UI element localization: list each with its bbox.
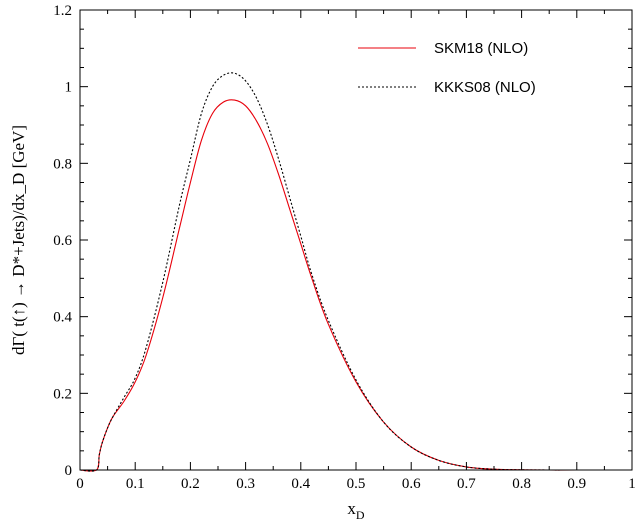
x-tick-label: 0.7: [457, 476, 476, 492]
y-tick-label: 1.2: [53, 3, 72, 19]
x-axis-label: xD: [347, 499, 365, 522]
legend-label-1: KKKS08 (NLO): [434, 79, 536, 96]
x-tick-label: 0.8: [512, 476, 531, 492]
plot-area: [79, 72, 632, 472]
x-tick-label: 0.5: [347, 476, 366, 492]
y-tick-label: 0.8: [53, 156, 72, 172]
y-tick-label: 0.6: [53, 233, 72, 249]
y-tick-label: 0.2: [53, 386, 72, 402]
y-tick-label: 0: [65, 463, 73, 479]
y-tick-label: 1: [65, 80, 73, 96]
x-tick-label: 0.2: [181, 476, 200, 492]
series-line-0: [79, 99, 632, 472]
x-tick-label: 0.4: [291, 476, 310, 492]
series-line-1: [79, 72, 632, 472]
x-tick-label: 0.1: [126, 476, 145, 492]
x-tick-label: 1: [628, 476, 636, 492]
legend: SKM18 (NLO) KKKS08 (NLO): [358, 40, 536, 96]
x-tick-label: 0.3: [236, 476, 255, 492]
x-tick-label: 0.9: [567, 476, 586, 492]
x-tick-label: 0: [76, 476, 84, 492]
y-axis-label: dΓ( t(↑) → D*+Jets)/dx_D [GeV]: [9, 125, 28, 355]
x-axis-label-main: x: [347, 499, 356, 518]
y-tick-label: 0.4: [53, 310, 72, 326]
x-axis-label-sub: D: [356, 508, 365, 522]
plot-frame: [79, 9, 633, 471]
x-tick-label: 0.6: [402, 476, 421, 492]
axes: 0 0.1 0.2 0.3 0.4 0.5 0.6 0.7 0.8 0.9 1 0 0.2 0.4 0.6 0…: [9, 3, 636, 522]
legend-label-0: SKM18 (NLO): [434, 40, 528, 57]
